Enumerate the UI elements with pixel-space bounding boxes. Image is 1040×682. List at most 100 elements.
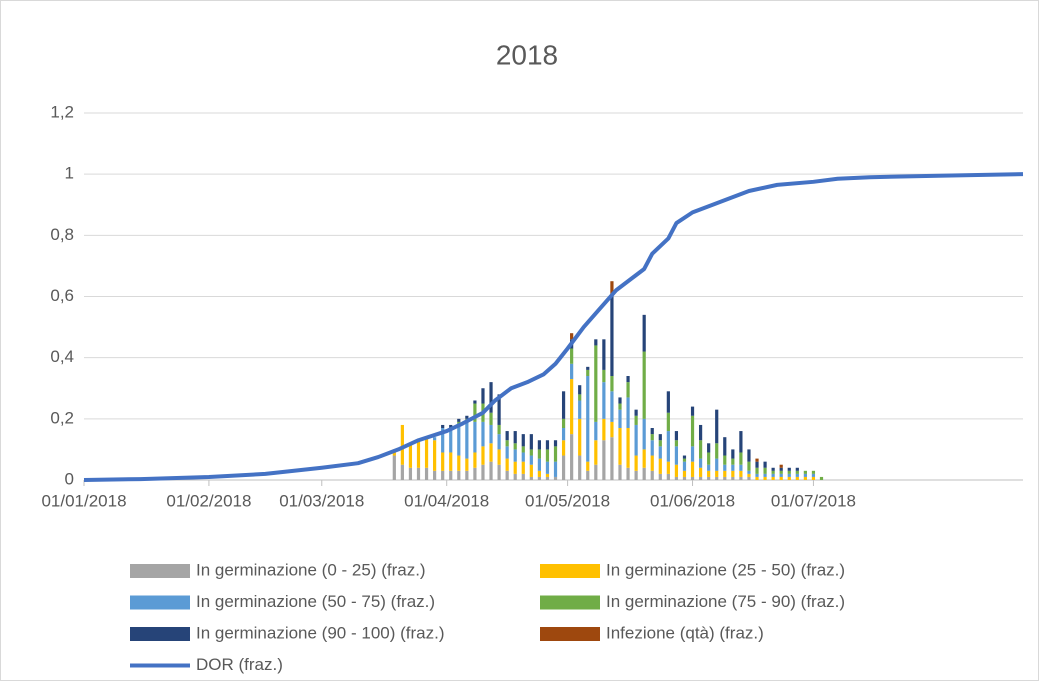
bar-segment (779, 476, 783, 480)
bar-segment (457, 418, 461, 422)
bar-segment (561, 391, 566, 419)
bar-segment (578, 455, 582, 480)
y-tick-label: 0 (65, 469, 74, 488)
bar-segment (755, 461, 759, 468)
bar-segment (610, 281, 614, 297)
bar-segment (392, 455, 396, 480)
bar-segment (513, 461, 517, 474)
bar-segment (529, 455, 533, 465)
bar-segment (610, 437, 614, 480)
bar-segment (779, 467, 783, 471)
bar-segment (803, 476, 807, 480)
bar-segment (698, 424, 703, 441)
bar-segment (529, 434, 533, 450)
bar-segment (755, 473, 759, 477)
bar-segment (481, 388, 485, 404)
bar-segment (561, 428, 566, 441)
bar-segment (723, 455, 727, 465)
bar-segment (513, 443, 517, 450)
bar-segment (658, 446, 662, 459)
bar-segment (561, 440, 566, 456)
bar-segment (650, 434, 654, 441)
bar-segment (715, 458, 719, 471)
bar-segment (642, 418, 646, 450)
bar-segment (473, 400, 477, 404)
y-tick-label: 0,8 (50, 225, 74, 244)
bar-segment (698, 467, 703, 477)
bar-segment (529, 464, 533, 477)
bar-segment (771, 476, 775, 480)
bar-segment (570, 348, 574, 364)
bar-segment (642, 351, 646, 419)
bar-segment (537, 440, 541, 450)
bar-segment (690, 461, 695, 477)
bar-segment (626, 397, 630, 429)
bar-segment (723, 470, 727, 477)
y-tick-label: 1 (65, 164, 74, 183)
bar-segment (449, 452, 453, 471)
bar-segment (682, 470, 687, 477)
bar-segment (561, 455, 566, 480)
bar-segment (441, 424, 445, 429)
bar-segment (457, 455, 461, 471)
bar-segment (739, 431, 743, 453)
bar-segment (747, 476, 751, 480)
x-tick-label: 01/02/2018 (166, 491, 251, 510)
bar-segment (698, 458, 703, 468)
bar-segment (787, 473, 791, 477)
bar-segment (570, 434, 574, 480)
bar-segment (658, 440, 662, 447)
bar-segment (618, 464, 622, 480)
bar-segment (424, 437, 429, 468)
legend-label: In germinazione (50 - 75) (fraz.) (196, 592, 435, 611)
legend-swatch (130, 627, 190, 641)
bar-segment (642, 314, 646, 352)
bar-segment (779, 473, 783, 477)
bar-segment (658, 434, 662, 441)
bar-segment (449, 424, 453, 429)
bar-segment (505, 446, 509, 459)
bar-segment (594, 464, 598, 480)
bar-segment (787, 467, 791, 471)
bar-segment (561, 418, 566, 429)
bar-segment (626, 376, 630, 383)
bar-segment (771, 470, 775, 474)
bar-segment (690, 415, 695, 447)
bar-segment (723, 476, 727, 480)
bar-segment (715, 409, 719, 444)
bar-segment (553, 461, 558, 477)
bar-segment (545, 440, 550, 450)
bar-segment (521, 446, 525, 453)
bar-segment (674, 431, 679, 441)
bar-segment (755, 467, 759, 474)
bar-segment (433, 470, 437, 480)
bar-segment (489, 461, 493, 480)
bar-segment (755, 476, 759, 480)
bar-segment (497, 394, 501, 425)
bar-segment (497, 434, 501, 450)
bar-segment (674, 446, 679, 465)
bar-segment (489, 412, 493, 425)
bar-segment (690, 406, 695, 416)
bar-segment (602, 369, 606, 383)
bar-segment (408, 443, 413, 468)
bar-segment (698, 476, 703, 480)
bar-segment (457, 424, 461, 456)
bar-segment (634, 424, 638, 456)
bar-segment (666, 412, 670, 432)
bar-segment (803, 470, 807, 474)
bar-segment (674, 440, 679, 447)
bar-segment (465, 458, 469, 471)
bar-segment (578, 385, 582, 395)
bar-segment (610, 391, 614, 422)
bar-segment (715, 476, 719, 480)
bar-segment (650, 470, 654, 480)
bar-segment (586, 470, 590, 480)
bar-segment (779, 470, 783, 474)
bar-segment (763, 461, 767, 468)
bar-segment (416, 467, 421, 480)
bar-segment (747, 473, 751, 477)
bar-segment (586, 461, 590, 471)
bar-segment (513, 431, 517, 444)
